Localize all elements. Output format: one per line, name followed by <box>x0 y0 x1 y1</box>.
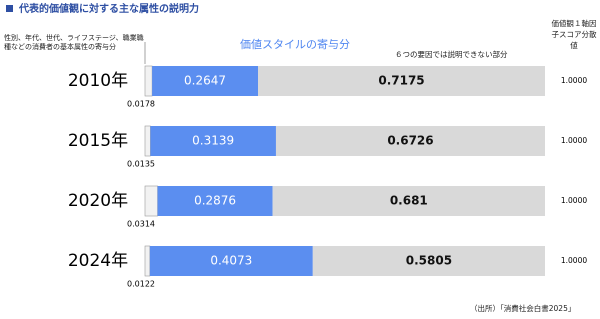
bar-segment <box>312 246 545 276</box>
bar-segment <box>149 246 313 276</box>
value-label: 0.2876 <box>194 194 236 208</box>
value-label: 0.3139 <box>192 134 234 148</box>
y-tick-label: 2024年 <box>68 251 128 271</box>
value-label: 0.0135 <box>127 160 155 169</box>
value-label: 0.5805 <box>406 254 452 268</box>
bar-segment <box>152 66 258 96</box>
y-tick-label: 2015年 <box>68 131 128 151</box>
y-tick-label: 2020年 <box>68 191 128 211</box>
bar-segment <box>258 66 545 96</box>
value-label: 0.6726 <box>387 134 433 148</box>
value-label: 0.2647 <box>184 74 226 88</box>
source: （出所）「消費社会白書2025」 <box>470 304 576 313</box>
legend-style: 価値スタイルの寄与分 <box>240 38 350 51</box>
value-label: 0.0178 <box>127 100 155 109</box>
value-label: 0.0122 <box>127 280 155 289</box>
bar-segment <box>150 126 276 156</box>
legend-unexplained: ６つの要因では説明できない部分 <box>395 50 508 59</box>
legend-attr: 性別、年代、世代、ライフステージ、職業職種などの消費者の基本属性の寄与分 <box>4 34 144 51</box>
bar-segment <box>144 185 158 217</box>
bar-segment <box>144 65 153 97</box>
value-label: 0.7175 <box>378 74 424 88</box>
value-label: 0.681 <box>390 194 428 208</box>
total-label: 1.0000 <box>561 136 587 145</box>
bar-segment <box>144 245 151 277</box>
value-label: 0.4073 <box>210 254 252 268</box>
total-label: 1.0000 <box>561 76 587 85</box>
bar-segment <box>272 186 545 216</box>
legend-total: 価値観１軸因子スコア分散値 <box>551 19 597 50</box>
total-label: 1.0000 <box>561 256 587 265</box>
bar-segment <box>144 125 151 157</box>
chart-title: 代表的価値観に対する主な属性の説明力 <box>18 2 199 15</box>
y-tick-label: 2010年 <box>68 71 128 91</box>
value-label: 0.0314 <box>127 220 155 229</box>
total-label: 1.0000 <box>561 196 587 205</box>
bar-segment <box>157 186 273 216</box>
title-marker <box>6 5 13 12</box>
bar-segment <box>275 126 545 156</box>
